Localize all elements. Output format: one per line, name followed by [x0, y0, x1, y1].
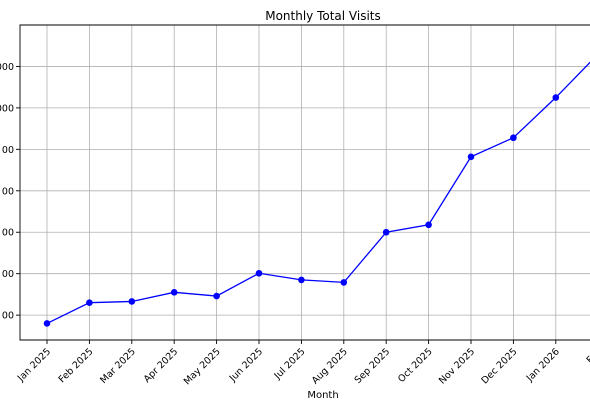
- x-tick-label: Jul 2025: [272, 346, 308, 382]
- data-point: [425, 221, 432, 229]
- data-point: [213, 292, 220, 300]
- data-point: [86, 299, 93, 306]
- data-point: [340, 279, 348, 286]
- x-axis-label: Month: [307, 390, 338, 401]
- data-point: [467, 153, 475, 161]
- chart-title: Monthly Total Visits: [265, 9, 381, 23]
- x-tick-label: Dec 2025: [480, 346, 520, 386]
- x-tick-label: Feb: [585, 346, 590, 366]
- y-ticks: 0000000000000000: [0, 62, 20, 322]
- data-point: [298, 276, 305, 284]
- x-tick-label: Mar 2025: [98, 346, 138, 386]
- data-point: [255, 269, 263, 277]
- grid: [20, 25, 590, 340]
- x-tick-label: Apr 2025: [142, 346, 181, 385]
- x-tick-label: Aug 2025: [310, 346, 350, 386]
- x-tick-label: Feb 2025: [57, 346, 96, 385]
- x-tick-label: Jan 2025: [15, 346, 53, 384]
- x-tick-label: Oct 2025: [396, 346, 435, 385]
- x-tick-label: May 2025: [182, 346, 223, 387]
- axes-frame: [19, 24, 590, 341]
- data-point: [170, 289, 178, 296]
- y-tick-label: 00: [2, 145, 14, 156]
- y-tick-label: 00: [2, 311, 14, 322]
- y-tick-label: 000: [0, 103, 14, 114]
- data-point: [128, 298, 136, 305]
- data-points: [43, 94, 560, 327]
- x-tick-label: Jun 2025: [227, 346, 265, 384]
- data-point: [43, 320, 51, 327]
- x-tick-label: Jan 2026: [524, 346, 562, 384]
- x-tick-label: Nov 2025: [437, 346, 477, 386]
- data-point: [382, 228, 390, 236]
- y-tick-label: 00: [2, 228, 14, 239]
- data-point: [510, 134, 517, 142]
- x-tick-label: Sep 2025: [353, 346, 393, 386]
- y-tick-label: 00: [2, 269, 14, 280]
- y-tick-label: 000: [0, 62, 14, 73]
- y-tick-label: 00: [2, 186, 14, 197]
- x-ticks: Jan 2025 Feb 2025 Mar 2025 Apr 2025 May 2025…: [15, 340, 590, 387]
- series-line: [46, 61, 590, 325]
- data-point: [552, 94, 560, 101]
